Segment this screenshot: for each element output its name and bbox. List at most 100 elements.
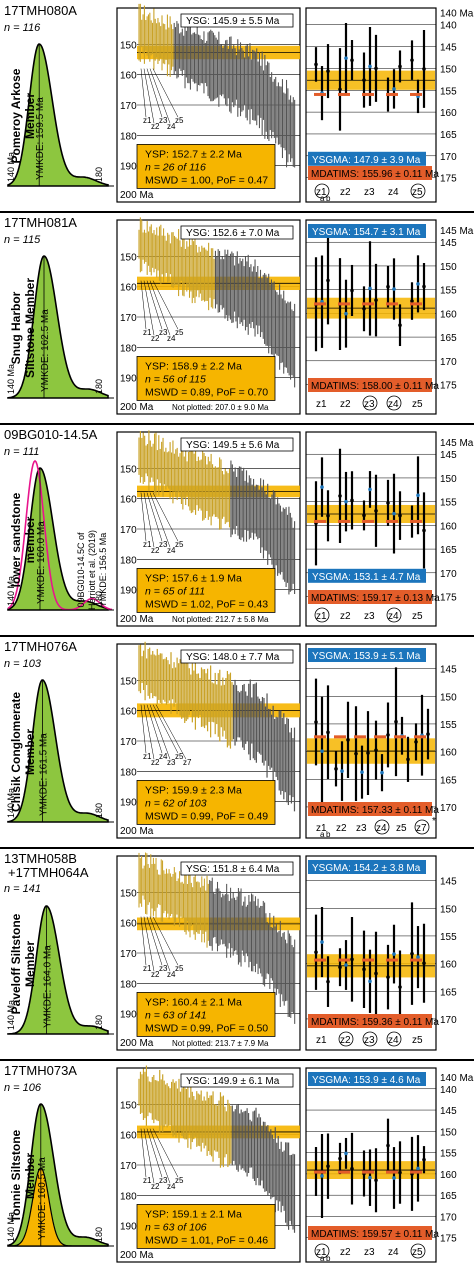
tims-tick-label: 145 bbox=[440, 877, 457, 888]
circled-zircon-marker bbox=[386, 395, 402, 411]
tims-tick-label: 165 bbox=[440, 775, 457, 786]
member-name-line-1: Tonnie Siltstone bbox=[9, 1129, 23, 1222]
tims-x-label: z4 bbox=[388, 611, 399, 622]
zircon-point bbox=[380, 770, 384, 775]
z-callout-label: z2 bbox=[151, 1182, 160, 1191]
tims-x-label: z4 bbox=[388, 1035, 399, 1046]
sub-label-a: a bbox=[320, 1254, 325, 1263]
z-callout-line bbox=[152, 1128, 179, 1178]
z-callout-label: z1 bbox=[143, 328, 152, 337]
z-callout-line bbox=[143, 280, 155, 336]
member-name-line-1: Paveloff Siltstone bbox=[9, 913, 23, 1014]
circled-zircon-marker bbox=[374, 819, 390, 835]
mdatims-tick bbox=[334, 735, 346, 739]
zircon-point bbox=[392, 1176, 396, 1180]
zircon-point bbox=[386, 501, 390, 505]
mdatims-tick bbox=[338, 1170, 350, 1174]
zircon-point bbox=[366, 751, 370, 755]
member-name-line-1: lower sandstone bbox=[9, 492, 23, 587]
sample-name: 09BG010-14.5A bbox=[4, 427, 98, 442]
zircon-point bbox=[422, 528, 426, 533]
zircon-point bbox=[320, 1174, 324, 1178]
panel-row: 17TMH081A n = 115 YMKDE: 162.5 Ma 140 Ma 180… bbox=[0, 212, 474, 424]
tims-x-label: z1 bbox=[316, 399, 327, 410]
tims-x-label: z1 bbox=[316, 611, 327, 622]
member-name-line-2: member bbox=[23, 516, 37, 563]
ysgma-box bbox=[308, 860, 426, 874]
kde-curve bbox=[7, 679, 109, 823]
tims-x-label: z5 bbox=[412, 187, 423, 198]
z-callout-label: z1 bbox=[143, 1176, 152, 1185]
z-callout-label: z5 bbox=[175, 964, 184, 973]
circled-zircon-marker bbox=[314, 183, 330, 199]
member-name-line-2: Siltstone Member bbox=[23, 278, 37, 378]
kde-curve bbox=[7, 467, 109, 611]
bar-tick-label: 150 bbox=[120, 676, 137, 687]
z-callout-label: z2 bbox=[151, 122, 160, 131]
zircon-point bbox=[392, 287, 396, 291]
tims-tick-label: 140 bbox=[440, 1085, 457, 1096]
tims-x-label: z5 bbox=[412, 611, 423, 622]
z-callout-label: z5 bbox=[175, 116, 184, 125]
tims-tick-label: 150 bbox=[440, 692, 457, 703]
tims-x-label: z3 bbox=[364, 1035, 375, 1046]
bar-tick-label: 170 bbox=[120, 737, 137, 748]
panel-svg: 17TMH081A n = 115 YMKDE: 162.5 Ma 140 Ma 180… bbox=[4, 215, 474, 415]
z-callout-line bbox=[143, 1128, 155, 1184]
member-name-line-1: Pomeroy Arkose bbox=[9, 68, 23, 163]
ysgma-box bbox=[308, 151, 426, 166]
ysp-box bbox=[136, 356, 276, 401]
z-callout-label: z4 bbox=[167, 970, 176, 979]
tims-x-label: z5 bbox=[412, 1247, 423, 1258]
ysg-box bbox=[180, 861, 294, 876]
panel-svg: 17TMH073A n = 106 YMKDE: 160.5 Ma 140 Ma 180… bbox=[4, 1063, 474, 1263]
mdatims-tick bbox=[386, 958, 398, 962]
mdatims-tick bbox=[410, 1170, 422, 1174]
z-callout-line bbox=[140, 492, 147, 542]
zircon-point bbox=[426, 732, 430, 736]
z-callout-line bbox=[146, 916, 163, 966]
tims-tick-label: 155 bbox=[440, 1149, 457, 1160]
member-name-line-2: Member bbox=[23, 941, 37, 987]
panel-row: 17TMH076A n = 103 YMKDE: 161.5 Ma 140 Ma 180… bbox=[0, 636, 474, 848]
ymkde-label: YMKDE: 162.5 Ma bbox=[40, 309, 51, 392]
zircon-point bbox=[368, 487, 372, 492]
z-callout-line bbox=[143, 704, 155, 760]
zircon-point bbox=[416, 955, 420, 959]
ymkde-label: YMKDE: 159.5 Ma bbox=[35, 97, 46, 180]
tims-tick-label: 150 bbox=[440, 64, 457, 75]
ysgma-box bbox=[308, 568, 426, 583]
ysp-line-1: YSP: 158.9 ± 2.2 Ma bbox=[145, 360, 242, 372]
zircon-point bbox=[374, 509, 378, 513]
zircon-point bbox=[386, 284, 390, 289]
mdatims-tick bbox=[314, 92, 326, 96]
tims-tick-label: 160 bbox=[440, 309, 457, 320]
zircon-point bbox=[350, 957, 354, 962]
kde-curve bbox=[7, 43, 109, 187]
member-name-line-1: Chisik Conglomerate bbox=[9, 692, 23, 812]
ymkde-label: YMKDE: 160.5 Ma bbox=[37, 1157, 48, 1240]
z-callout-line bbox=[155, 704, 187, 760]
ysgma-box bbox=[308, 224, 426, 238]
zircon-point bbox=[344, 1151, 348, 1156]
panel-svg: 17TMH076A n = 103 YMKDE: 161.5 Ma 140 Ma 180… bbox=[4, 639, 457, 839]
zircon-point bbox=[350, 58, 354, 63]
panel-svg: 13TMH058B+17TMH064A n = 141 YMKDE: 164.0 M… bbox=[4, 851, 457, 1051]
bar-tick-label: 160 bbox=[120, 707, 137, 718]
zircon-point bbox=[326, 69, 330, 73]
tims-tick-label: 145 bbox=[440, 450, 457, 461]
mdatims-tick bbox=[362, 1170, 374, 1174]
panel-row: 13TMH058B +17TMH064A n = 141 YMKDE: 164.0 M… bbox=[0, 848, 474, 1060]
sample-name: 17TMH080A bbox=[4, 3, 77, 18]
tims-x-label: z1 bbox=[316, 187, 327, 198]
z-callout-line bbox=[146, 492, 163, 542]
ysp-line-3: MSWD = 0.99, PoF = 0.50 bbox=[145, 1022, 268, 1034]
reference-note-2: Herriott et al. (2019) bbox=[87, 530, 97, 610]
mdatims-tick bbox=[314, 735, 326, 739]
zircon-point bbox=[338, 1156, 342, 1161]
mdatims-box bbox=[308, 590, 432, 604]
zircon-point bbox=[414, 740, 418, 744]
zircon-point bbox=[326, 730, 330, 735]
circled-zircon-marker bbox=[414, 819, 430, 835]
